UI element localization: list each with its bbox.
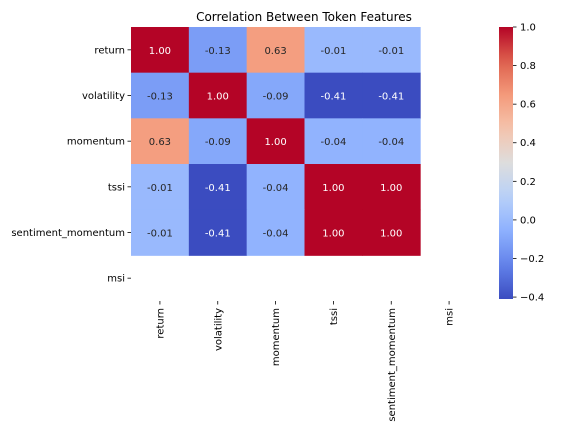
heatmap-cells [131,27,421,256]
colorbar-tick-label: 1.0 [520,23,536,34]
cell-value-label: -0.13 [147,92,173,103]
heatmap-cell [188,209,248,256]
x-axis: return volatility momentum tssi sentiment_mo… [155,301,456,422]
cell-value-label: 1.00 [207,92,229,103]
colorbar-tick-label: 0.4 [520,138,536,149]
x-tick-label: volatility [213,308,224,351]
cell-value-label: 1.00 [322,183,344,194]
cell-value-label: 1.00 [149,46,171,57]
x-tick-label: return [155,308,166,339]
heatmap-cell [131,27,190,74]
heatmap-cell [246,164,305,211]
cell-value-label: 0.63 [149,137,171,148]
cell-value-label: -0.09 [263,92,289,103]
heatmap-cell [304,118,363,165]
cell-value-label: -0.01 [147,229,173,240]
heatmap-cell [246,27,305,74]
cell-value-label: -0.01 [147,183,173,194]
colorbar-tick-label: −0.2 [520,254,544,265]
heatmap-cell [362,164,421,211]
heatmap-cell [304,27,363,74]
colorbar-tick-label: 0.0 [520,215,536,226]
heatmap-cell [131,118,190,165]
cell-value-label: 0.63 [264,46,286,57]
heatmap-cell [304,164,363,211]
colorbar-tick-label: −0.4 [520,293,544,304]
colorbar-axis: 1.0 0.8 0.6 0.4 0.2 0.0 −0.2 −0.4 [513,23,544,304]
heatmap-cell [246,209,305,256]
heatmap-cell [362,209,421,256]
heatmap-cell [188,164,248,211]
colorbar-tick-label: 0.2 [520,177,536,188]
x-tick-label: sentiment_momentum [387,308,398,422]
chart-title: Correlation Between Token Features [196,10,412,24]
heatmap-cell [131,164,190,211]
cell-value-label: -0.04 [320,137,346,148]
y-tick-label: volatility [82,91,125,102]
cell-annotations: 1.00 -0.13 0.63 -0.01 -0.01 -0.13 1.00 -0.09 -0.… [147,46,404,240]
colorbar [499,27,513,299]
cell-value-label: -0.41 [205,229,231,240]
cell-value-label: -0.04 [378,137,404,148]
cell-value-label: -0.09 [205,137,231,148]
x-tick-label: msi [445,308,456,326]
y-tick-label: sentiment_momentum [11,228,125,239]
heatmap-cell [131,209,190,256]
cell-value-label: -0.01 [320,46,346,57]
colorbar-tick-label: 0.6 [520,100,536,111]
heatmap-cell [188,118,248,165]
cell-value-label: -0.04 [263,229,289,240]
cell-value-label: -0.41 [205,183,231,194]
y-tick-label: momentum [67,137,125,148]
cell-value-label: -0.41 [378,92,404,103]
heatmap-cell [362,118,421,165]
cell-value-label: -0.13 [205,46,231,57]
y-tick-label: return [94,45,125,56]
x-tick-label: tssi [329,308,340,325]
cell-value-label: 1.00 [380,183,402,194]
y-tick-label: msi [107,274,125,285]
cell-value-label: -0.01 [378,46,404,57]
heatmap-cell [246,118,305,165]
heatmap-cell [362,72,421,119]
heatmap-cell [188,72,248,119]
heatmap-cell [188,27,248,74]
heatmap-cell [362,27,421,74]
heatmap-cell [246,72,305,119]
cell-value-label: 1.00 [264,137,286,148]
cell-value-label: -0.04 [263,183,289,194]
cell-value-label: -0.41 [320,92,346,103]
heatmap-cell [131,72,190,119]
colorbar-tick-label: 0.8 [520,61,536,72]
heatmap-cell [304,209,363,256]
y-tick-label: tssi [108,182,125,193]
cell-value-label: 1.00 [380,229,402,240]
x-tick-label: momentum [271,308,282,366]
y-axis: return volatility momentum tssi sentiment_mo… [11,45,131,285]
cell-value-label: 1.00 [322,229,344,240]
heatmap-cell [304,72,363,119]
